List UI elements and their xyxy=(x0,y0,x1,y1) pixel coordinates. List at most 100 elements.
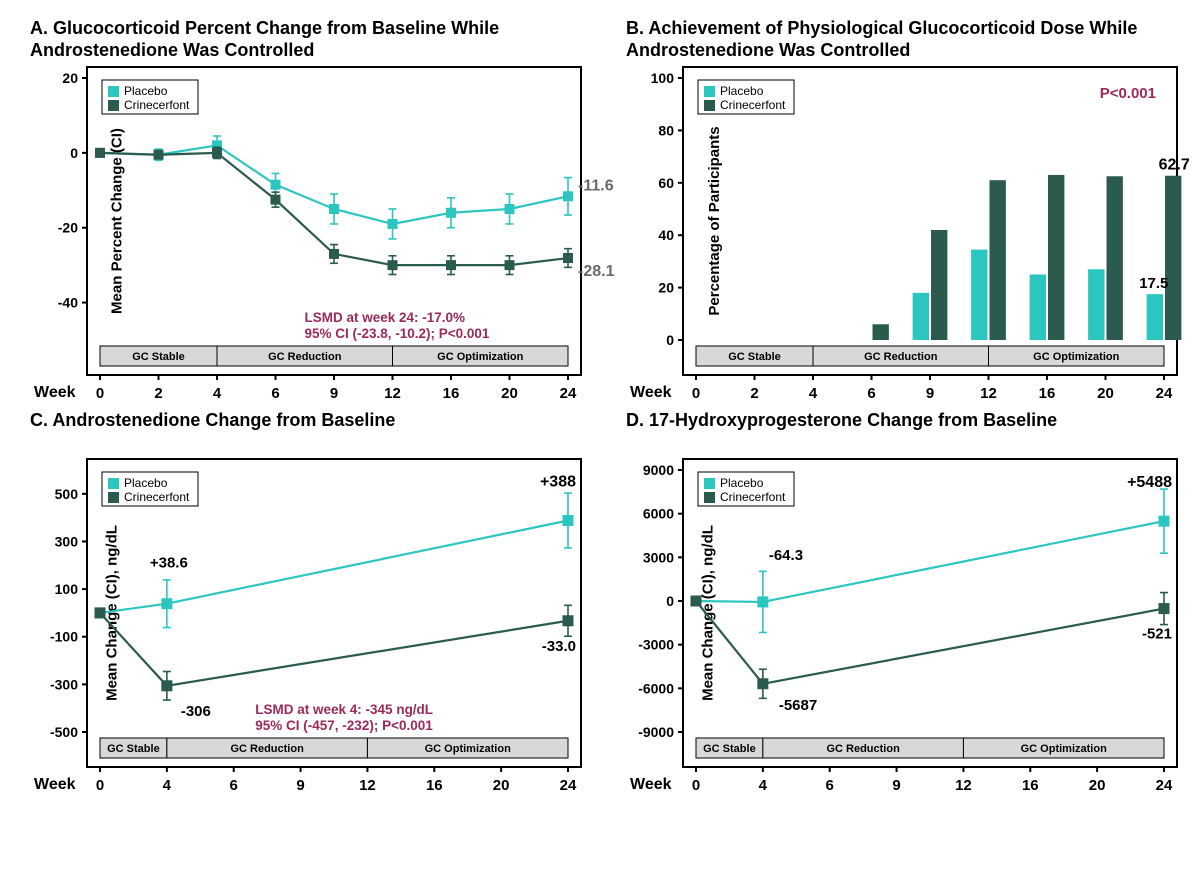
svg-text:+38.6: +38.6 xyxy=(150,555,188,572)
svg-text:0: 0 xyxy=(70,145,78,161)
svg-text:GC Optimization: GC Optimization xyxy=(425,743,511,755)
svg-text:GC Reduction: GC Reduction xyxy=(268,351,342,363)
svg-text:16: 16 xyxy=(1022,777,1039,794)
svg-text:6: 6 xyxy=(230,777,238,794)
svg-text:0: 0 xyxy=(666,332,674,348)
svg-text:GC Optimization: GC Optimization xyxy=(1021,743,1107,755)
panel-c: C. Androstenedione Change from Baseline … xyxy=(12,410,592,768)
panel-d-title: D. 17-Hydroxyprogesterone Change from Ba… xyxy=(626,410,1188,454)
svg-text:24: 24 xyxy=(1156,777,1173,794)
panel-d-week: Week xyxy=(630,776,672,794)
svg-text:-306: -306 xyxy=(181,703,211,720)
panel-a-week: Week xyxy=(34,384,76,402)
svg-text:-33.0: -33.0 xyxy=(542,638,576,655)
svg-text:Placebo: Placebo xyxy=(720,476,764,490)
svg-text:2: 2 xyxy=(750,385,758,402)
svg-text:-5687: -5687 xyxy=(779,697,817,714)
svg-text:9000: 9000 xyxy=(643,462,674,478)
svg-text:Crinecerfont: Crinecerfont xyxy=(124,98,190,112)
panel-c-plot: Mean Change (CI), ng/dL Week -500-300-10… xyxy=(86,458,582,768)
svg-text:6: 6 xyxy=(271,385,279,402)
svg-text:-40: -40 xyxy=(58,295,78,311)
svg-text:20: 20 xyxy=(493,777,510,794)
svg-text:GC Stable: GC Stable xyxy=(703,743,756,755)
svg-text:9: 9 xyxy=(926,385,934,402)
svg-text:GC Reduction: GC Reduction xyxy=(826,743,900,755)
svg-text:GC Reduction: GC Reduction xyxy=(864,351,938,363)
svg-text:500: 500 xyxy=(55,486,79,502)
svg-text:100: 100 xyxy=(651,70,675,86)
svg-text:24: 24 xyxy=(1156,385,1173,402)
svg-text:20: 20 xyxy=(62,70,78,86)
svg-text:0: 0 xyxy=(666,593,674,609)
panel-b-svg: 0204060801000246912162024GC StableGC Red… xyxy=(684,68,1176,374)
svg-text:16: 16 xyxy=(426,777,443,794)
svg-text:-300: -300 xyxy=(50,676,78,692)
svg-text:12: 12 xyxy=(384,385,401,402)
panel-a-svg: -40-200200246912162024GC StableGC Reduct… xyxy=(88,68,580,374)
panel-b-week: Week xyxy=(630,384,672,402)
svg-text:60: 60 xyxy=(658,175,674,191)
svg-text:20: 20 xyxy=(1097,385,1114,402)
svg-text:9: 9 xyxy=(892,777,900,794)
svg-text:17.5: 17.5 xyxy=(1139,275,1168,292)
svg-text:6: 6 xyxy=(867,385,875,402)
svg-text:4: 4 xyxy=(809,385,818,402)
svg-text:0: 0 xyxy=(692,385,700,402)
panel-d-plot: Mean Change (CI), ng/dL Week -9000-6000-… xyxy=(682,458,1178,768)
svg-text:Placebo: Placebo xyxy=(124,84,168,98)
svg-text:4: 4 xyxy=(759,777,768,794)
svg-text:Crinecerfont: Crinecerfont xyxy=(124,490,190,504)
svg-text:20: 20 xyxy=(658,280,674,296)
svg-text:Placebo: Placebo xyxy=(124,476,168,490)
panel-a-plot: Mean Percent Change (CI) Week -40-200200… xyxy=(86,66,582,376)
svg-text:24: 24 xyxy=(560,777,577,794)
figure-grid: A. Glucocorticoid Percent Change from Ba… xyxy=(12,18,1188,768)
svg-text:6000: 6000 xyxy=(643,506,674,522)
svg-text:24: 24 xyxy=(560,385,577,402)
svg-text:+388: +388 xyxy=(540,473,576,490)
svg-text:20: 20 xyxy=(501,385,518,402)
svg-text:GC Stable: GC Stable xyxy=(132,351,185,363)
svg-text:9: 9 xyxy=(296,777,304,794)
svg-text:-100: -100 xyxy=(50,629,78,645)
svg-text:3000: 3000 xyxy=(643,549,674,565)
svg-text:GC Optimization: GC Optimization xyxy=(1033,351,1119,363)
svg-text:20: 20 xyxy=(1089,777,1106,794)
svg-text:80: 80 xyxy=(658,122,674,138)
svg-text:0: 0 xyxy=(96,385,104,402)
svg-text:Crinecerfont: Crinecerfont xyxy=(720,490,786,504)
svg-text:16: 16 xyxy=(1039,385,1056,402)
svg-text:4: 4 xyxy=(163,777,172,794)
svg-text:100: 100 xyxy=(55,581,79,597)
svg-text:Placebo: Placebo xyxy=(720,84,764,98)
svg-text:300: 300 xyxy=(55,533,79,549)
svg-text:16: 16 xyxy=(443,385,460,402)
svg-text:LSMD at week 4: -345 ng/dL95%: LSMD at week 4: -345 ng/dL95% CI (-457, … xyxy=(255,702,433,733)
svg-text:-28.1: -28.1 xyxy=(578,263,615,280)
panel-b-plot: Percentage of Participants Week 02040608… xyxy=(682,66,1178,376)
svg-text:12: 12 xyxy=(955,777,972,794)
svg-text:9: 9 xyxy=(330,385,338,402)
svg-text:40: 40 xyxy=(658,227,674,243)
svg-text:Crinecerfont: Crinecerfont xyxy=(720,98,786,112)
svg-text:+5488: +5488 xyxy=(1127,474,1172,491)
svg-text:12: 12 xyxy=(359,777,376,794)
panel-b-title: B. Achievement of Physiological Glucocor… xyxy=(626,18,1188,62)
svg-text:GC Stable: GC Stable xyxy=(728,351,781,363)
panel-a-title: A. Glucocorticoid Percent Change from Ba… xyxy=(30,18,592,62)
panel-d: D. 17-Hydroxyprogesterone Change from Ba… xyxy=(608,410,1188,768)
svg-text:P<0.001: P<0.001 xyxy=(1100,85,1156,102)
panel-c-svg: -500-300-100100300500046912162024GC Stab… xyxy=(88,460,580,766)
svg-text:-3000: -3000 xyxy=(638,637,674,653)
panel-c-title: C. Androstenedione Change from Baseline xyxy=(30,410,592,454)
panel-c-week: Week xyxy=(34,776,76,794)
panel-b: B. Achievement of Physiological Glucocor… xyxy=(608,18,1188,376)
svg-text:-521: -521 xyxy=(1142,626,1172,643)
svg-text:GC Optimization: GC Optimization xyxy=(437,351,523,363)
svg-text:LSMD at week 24: -17.0%95% CI: LSMD at week 24: -17.0%95% CI (-23.8, -1… xyxy=(304,310,489,341)
svg-text:-11.6: -11.6 xyxy=(578,177,614,194)
svg-text:GC Stable: GC Stable xyxy=(107,743,160,755)
svg-text:GC Reduction: GC Reduction xyxy=(230,743,304,755)
svg-text:62.7: 62.7 xyxy=(1159,157,1190,174)
